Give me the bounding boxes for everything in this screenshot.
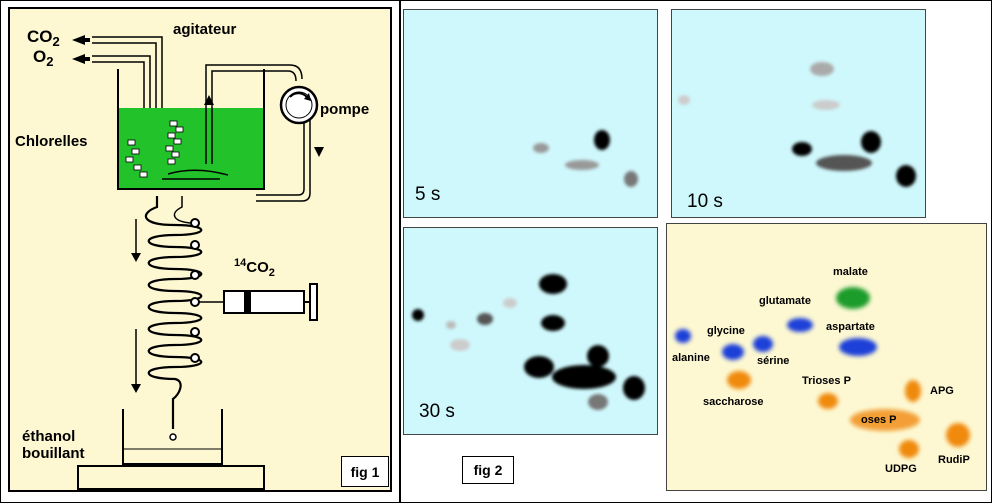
- figure-divider: [399, 0, 401, 503]
- chromatogram-5s: 5 s: [403, 9, 658, 218]
- co2-label: CO2: [27, 27, 60, 49]
- spot-dark: [539, 274, 567, 294]
- label-saccharose: saccharose: [703, 396, 764, 408]
- flow-down-arrowhead-2: [131, 384, 141, 393]
- spot-saccharose: [727, 371, 751, 389]
- spot-apg: [905, 380, 921, 402]
- flow-up-arrow: [204, 95, 214, 105]
- stirrer-blade: [162, 169, 229, 180]
- spot-aspartate: [839, 338, 877, 356]
- chlorella-label: Chlorelles: [15, 133, 88, 150]
- c14-label: 14CO2: [234, 257, 275, 279]
- spot-trioses-p: [818, 393, 838, 409]
- culture-beaker: [117, 69, 265, 190]
- spot-light: [446, 321, 456, 329]
- chromatogram-5s-spots: [533, 130, 638, 187]
- chromatogram-10s-spots: [678, 62, 916, 187]
- spot-udpg: [899, 440, 919, 458]
- fig2-caption: fig 2: [462, 456, 514, 484]
- spot-dark: [552, 365, 616, 389]
- boiling-label: bouillant: [22, 445, 85, 462]
- hot-plate: [77, 465, 265, 490]
- pump-loop-tubes: [205, 64, 311, 202]
- label-apg: APG: [930, 385, 954, 397]
- spot-dark: [524, 356, 554, 378]
- time-label-30s: 30 s: [419, 401, 455, 422]
- compound-map-spots: [675, 287, 970, 458]
- spot-glycine: [722, 344, 744, 360]
- label-alanine: alanine: [672, 352, 710, 364]
- coil-tube-inner: [173, 196, 191, 224]
- spot-dark: [412, 309, 424, 321]
- spot-oses-p: [850, 409, 920, 431]
- spot-dark: [587, 345, 609, 367]
- pump-label: pompe: [320, 101, 370, 118]
- label-glutamate: glutamate: [759, 295, 811, 307]
- coil-tube: [144, 196, 203, 429]
- spot-dark: [594, 130, 610, 150]
- fig1-caption: fig 1: [341, 456, 389, 487]
- label-serine: sérine: [757, 355, 790, 367]
- spot-glutamate: [787, 318, 813, 332]
- time-label-10s: 10 s: [687, 191, 723, 212]
- spot-light: [450, 339, 470, 351]
- spot-dark: [623, 376, 645, 400]
- label-oses-p: oses P: [861, 414, 897, 426]
- spot-light: [678, 95, 690, 105]
- ethanol-beaker: [122, 409, 223, 465]
- spot-grey: [533, 143, 549, 153]
- pump-out-arrow: [314, 147, 324, 157]
- fig1-apparatus-panel: CO2 O2 agitateur pompe Chlorelles 14CO2 …: [8, 7, 392, 492]
- flow-down-arrowhead-1: [131, 253, 141, 262]
- spot-alanine: [675, 329, 691, 343]
- spot-rudip: [946, 423, 970, 447]
- label-trioses-p: Trioses P: [802, 375, 851, 387]
- label-aspartate: aspartate: [826, 321, 875, 333]
- compound-map: malate glutamate aspartate glycine alani…: [666, 223, 987, 491]
- spot-grey: [565, 160, 599, 170]
- spot-dark: [541, 315, 565, 331]
- spot-dark: [792, 142, 812, 156]
- spot-dark: [896, 165, 916, 187]
- label-glycine: glycine: [707, 325, 745, 337]
- o2-inlet-arrow: [72, 54, 90, 64]
- spot-light: [812, 100, 840, 110]
- sampling-ports: [190, 218, 200, 363]
- co2-inlet-arrow: [72, 35, 90, 45]
- label-malate: malate: [833, 266, 868, 278]
- spot-serine: [753, 336, 773, 352]
- spot-malate: [836, 287, 870, 309]
- spot-dark: [861, 131, 881, 153]
- pump: [279, 85, 319, 125]
- chlorella-cells: [125, 120, 184, 178]
- c14-syringe: [199, 283, 318, 321]
- drop: [169, 433, 177, 441]
- spot-grey: [477, 313, 493, 325]
- time-label-5s: 5 s: [415, 184, 441, 205]
- spot-grey: [624, 171, 638, 187]
- spot-light: [503, 298, 517, 308]
- spot-grey: [816, 155, 872, 171]
- label-udpg: UDPG: [885, 463, 917, 475]
- label-rudip: RudiP: [938, 454, 970, 466]
- apparatus-drawing: [72, 35, 324, 490]
- chromatogram-30s: 30 s: [403, 227, 658, 435]
- o2-label: O2: [33, 47, 54, 69]
- ethanol-label: éthanol: [22, 428, 76, 445]
- stirrer-label: agitateur: [173, 21, 237, 38]
- spot-grey: [810, 62, 834, 76]
- chromatogram-10s: 10 s: [671, 9, 926, 218]
- spot-grey: [588, 394, 608, 410]
- chromatogram-30s-spots: [412, 274, 645, 410]
